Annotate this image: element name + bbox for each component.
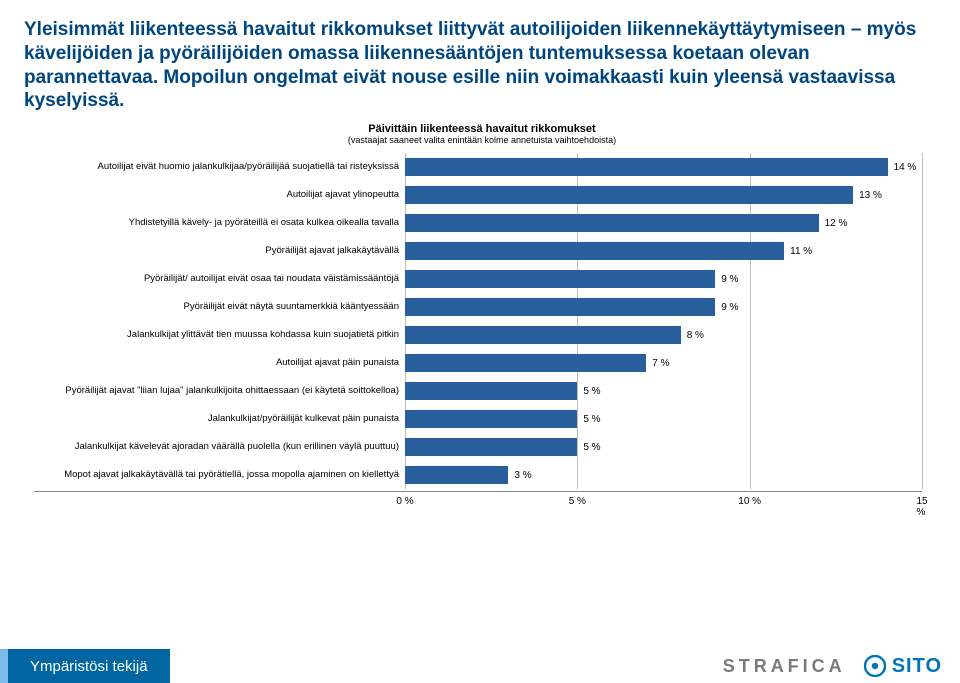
- bar-value-label: 11 %: [784, 241, 812, 261]
- strafica-logo: STRAFICA: [723, 656, 846, 677]
- bar-value-label: 9 %: [715, 269, 738, 289]
- chart-title: Päivittäin liikenteessä havaitut rikkomu…: [28, 123, 936, 135]
- bar-value-label: 5 %: [577, 409, 600, 429]
- bar-category-label: Yhdistetyillä kävely- ja pyöräteillä ei …: [34, 218, 405, 229]
- bar-category-label: Pyöräilijät ajavat "liian lujaa" jalanku…: [34, 386, 405, 397]
- bar-category-label: Pyöräilijät eivät näytä suuntamerkkiä kä…: [34, 302, 405, 313]
- bar: [405, 158, 888, 176]
- bar: [405, 466, 508, 484]
- x-tick: 10 %: [738, 496, 761, 507]
- bar-row: Jalankulkijat/pyöräilijät kulkevat päin …: [34, 405, 922, 433]
- bar-row: Pyöräilijät eivät näytä suuntamerkkiä kä…: [34, 293, 922, 321]
- bar: [405, 354, 646, 372]
- bar: [405, 326, 681, 344]
- bar: [405, 242, 784, 260]
- footer: Ympäristösi tekijä STRAFICA SITO: [0, 649, 960, 683]
- plot-area: Autoilijat eivät huomio jalankulkijaa/py…: [34, 153, 922, 489]
- bar-row: Autoilijat ajavat ylinopeutta 13 %: [34, 181, 922, 209]
- bar: [405, 438, 577, 456]
- x-tick: 5 %: [569, 496, 586, 507]
- bar: [405, 410, 577, 428]
- bar-row: Jalankulkijat kävelevät ajoradan vääräll…: [34, 433, 922, 461]
- bar-value-label: 5 %: [577, 381, 600, 401]
- bar-value-label: 14 %: [888, 157, 917, 177]
- bar-value-label: 5 %: [577, 437, 600, 457]
- bar-row: Pyöräilijät ajavat jalkakäytävällä 11 %: [34, 237, 922, 265]
- bar-value-label: 13 %: [853, 185, 882, 205]
- chart-subtitle: (vastaajat saaneet valita enintään kolme…: [28, 135, 936, 145]
- bar-row: Pyöräilijät ajavat "liian lujaa" jalanku…: [34, 377, 922, 405]
- bar-value-label: 9 %: [715, 297, 738, 317]
- bar: [405, 382, 577, 400]
- bar-row: Yhdistetyillä kävely- ja pyöräteillä ei …: [34, 209, 922, 237]
- bar-value-label: 3 %: [508, 465, 531, 485]
- sito-logo: SITO: [864, 655, 942, 678]
- bar-category-label: Pyöräilijät/ autoilijat eivät osaa tai n…: [34, 274, 405, 285]
- bar-value-label: 7 %: [646, 353, 669, 373]
- bar-value-label: 12 %: [819, 213, 848, 233]
- sito-icon: [864, 655, 886, 677]
- bar-category-label: Autoilijat ajavat päin punaista: [34, 358, 405, 369]
- bar-category-label: Mopot ajavat jalkakäytävällä tai pyöräti…: [34, 470, 405, 481]
- intro-paragraph: Yleisimmät liikenteessä havaitut rikkomu…: [24, 18, 936, 113]
- bar-category-label: Jalankulkijat kävelevät ajoradan vääräll…: [34, 442, 405, 453]
- footer-logos: STRAFICA SITO: [723, 649, 960, 683]
- bar-row: Autoilijat eivät huomio jalankulkijaa/py…: [34, 153, 922, 181]
- x-tick: 15 %: [916, 496, 927, 518]
- x-tick: 0 %: [396, 496, 413, 507]
- bar: [405, 298, 715, 316]
- violations-chart: Päivittäin liikenteessä havaitut rikkomu…: [24, 123, 936, 512]
- sito-label: SITO: [892, 655, 942, 678]
- bar-category-label: Jalankulkijat/pyöräilijät kulkevat päin …: [34, 414, 405, 425]
- bar-value-label: 8 %: [681, 325, 704, 345]
- x-axis: 0 %5 %10 %15 %: [34, 491, 922, 512]
- bar-row: Jalankulkijat ylittävät tien muussa kohd…: [34, 321, 922, 349]
- bar-category-label: Pyöräilijät ajavat jalkakäytävällä: [34, 246, 405, 257]
- bar-category-label: Autoilijat ajavat ylinopeutta: [34, 190, 405, 201]
- bar-row: Pyöräilijät/ autoilijat eivät osaa tai n…: [34, 265, 922, 293]
- bar-category-label: Jalankulkijat ylittävät tien muussa kohd…: [34, 330, 405, 341]
- bar-category-label: Autoilijat eivät huomio jalankulkijaa/py…: [34, 162, 405, 173]
- bar-row: Autoilijat ajavat päin punaista 7 %: [34, 349, 922, 377]
- bar: [405, 214, 819, 232]
- bar: [405, 270, 715, 288]
- footer-tagline: Ympäristösi tekijä: [0, 649, 170, 683]
- bar-row: Mopot ajavat jalkakäytävällä tai pyöräti…: [34, 461, 922, 489]
- bar: [405, 186, 853, 204]
